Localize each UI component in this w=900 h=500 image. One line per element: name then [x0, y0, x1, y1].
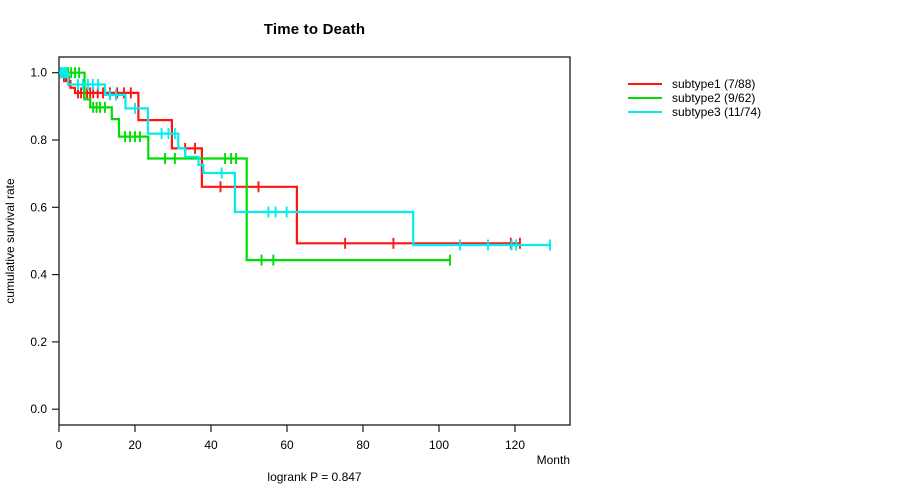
chart-title: Time to Death [263, 21, 366, 38]
y-tick-label: 0.4 [30, 268, 47, 282]
legend-label: subtype1 (7/88) [672, 77, 756, 91]
legend-label: subtype2 (9/62) [672, 91, 756, 105]
legend-item-subtype3: subtype3 (11/74) [628, 105, 761, 119]
survival-curve-subtype2 [59, 71, 450, 262]
x-tick-label: 0 [56, 438, 63, 452]
survival-curve-subtype3 [59, 71, 550, 247]
y-tick-label: 0.2 [30, 335, 47, 349]
legend-item-subtype2: subtype2 (9/62) [628, 91, 761, 105]
legend-line-swatch-green [628, 97, 662, 99]
logrank-p-text: logrank P = 0.847 [267, 470, 362, 484]
x-tick-label: 40 [204, 438, 218, 452]
survival-curve-subtype1 [59, 71, 521, 245]
legend: subtype1 (7/88) subtype2 (9/62) subtype3… [628, 77, 761, 119]
legend-item-subtype1: subtype1 (7/88) [628, 77, 761, 91]
x-tick-label: 100 [429, 438, 449, 452]
y-axis-label: cumulative survival rate [3, 178, 17, 304]
legend-line-swatch-red [628, 83, 662, 85]
x-tick-label: 60 [280, 438, 294, 452]
y-tick-label: 0.8 [30, 133, 47, 147]
x-tick-label: 120 [505, 438, 525, 452]
x-axis-label: Month [537, 453, 570, 467]
y-tick-label: 0.6 [30, 200, 47, 214]
legend-line-swatch-cyan [628, 111, 662, 113]
y-tick-label: 0.0 [30, 402, 47, 416]
plot-box [58, 56, 571, 426]
legend-label: subtype3 (11/74) [672, 105, 762, 119]
x-tick-label: 80 [356, 438, 370, 452]
x-tick-label: 20 [128, 438, 142, 452]
y-tick-label: 1.0 [30, 66, 47, 80]
